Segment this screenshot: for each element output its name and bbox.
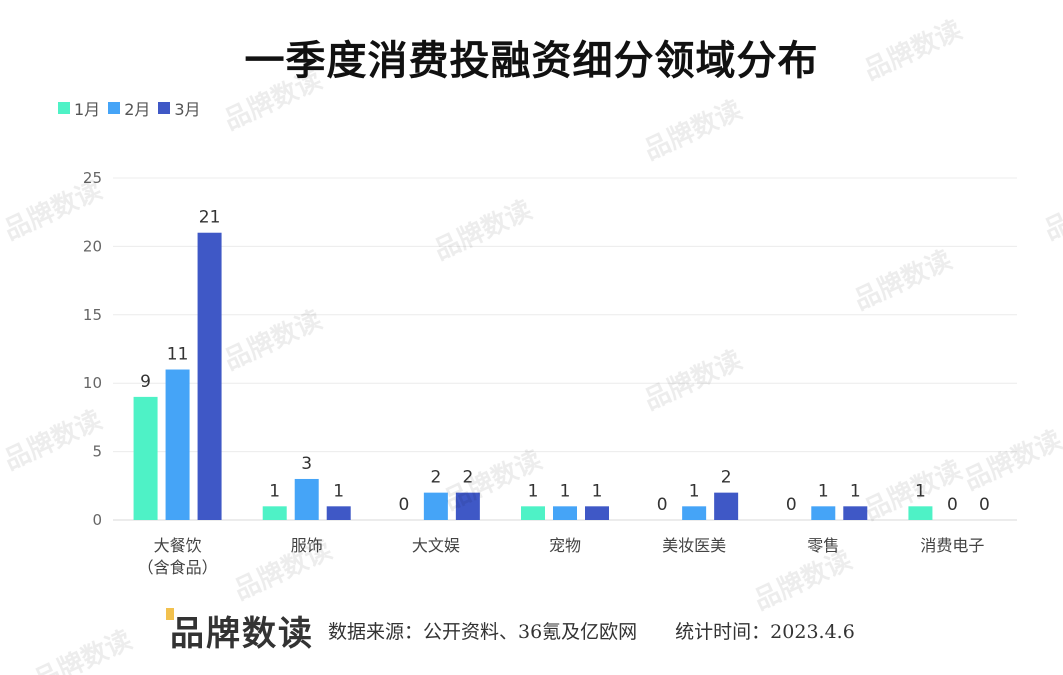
data-label: 3 bbox=[301, 454, 312, 474]
x-tick-label: 美妆医美 bbox=[662, 536, 726, 555]
bar bbox=[165, 369, 190, 520]
data-label: 1 bbox=[689, 481, 700, 501]
bar bbox=[455, 492, 480, 520]
brand-logo: 品牌数读 bbox=[166, 606, 318, 655]
x-tick-label: 服饰 bbox=[291, 536, 323, 555]
x-tick-label: 大文娱 bbox=[412, 536, 460, 555]
legend-label: 1月 bbox=[74, 100, 101, 119]
data-label: 1 bbox=[850, 481, 861, 501]
bar bbox=[714, 492, 739, 520]
source-note: 数据来源：公开资料、36氪及亿欧网 统计时间：2023.4.6 bbox=[328, 621, 855, 643]
legend-item-jan: 1月 bbox=[58, 96, 100, 120]
data-label: 0 bbox=[947, 495, 958, 515]
legend-swatch bbox=[58, 102, 70, 114]
y-tick-label: 20 bbox=[83, 237, 102, 255]
x-tick-label: 零售 bbox=[807, 536, 839, 555]
data-label: 2 bbox=[430, 468, 441, 488]
data-label: 1 bbox=[333, 481, 344, 501]
data-label: 1 bbox=[528, 481, 539, 501]
data-label: 0 bbox=[786, 495, 797, 515]
data-label: 2 bbox=[462, 468, 473, 488]
bar bbox=[294, 478, 319, 520]
bar bbox=[843, 506, 868, 520]
x-tick-label: 大餐饮 bbox=[154, 536, 202, 555]
data-label: 0 bbox=[979, 495, 990, 515]
bar bbox=[423, 492, 448, 520]
bar bbox=[585, 506, 609, 520]
y-tick-label: 0 bbox=[92, 511, 102, 529]
legend-label: 2月 bbox=[124, 100, 151, 119]
data-label: 1 bbox=[560, 481, 571, 501]
x-tick-label: 宠物 bbox=[549, 536, 581, 555]
data-label: 1 bbox=[592, 481, 603, 501]
y-tick-label: 10 bbox=[83, 374, 102, 392]
y-tick-label: 5 bbox=[92, 443, 102, 461]
bar bbox=[553, 506, 577, 520]
x-tick-label: （含食品） bbox=[138, 558, 218, 577]
bar bbox=[197, 232, 222, 520]
legend-swatch bbox=[158, 102, 171, 114]
legend: 1月 2月 3月 bbox=[58, 96, 201, 120]
bar bbox=[326, 506, 351, 520]
y-tick-label: 25 bbox=[83, 169, 102, 187]
bar bbox=[811, 506, 836, 520]
legend-swatch bbox=[108, 102, 121, 114]
data-label: 0 bbox=[398, 495, 409, 515]
bar bbox=[262, 506, 287, 520]
data-label: 1 bbox=[915, 481, 926, 501]
bar bbox=[682, 506, 707, 520]
data-label: 2 bbox=[721, 468, 732, 488]
y-tick-label: 15 bbox=[83, 306, 102, 324]
data-label: 21 bbox=[199, 208, 221, 228]
data-label: 1 bbox=[818, 481, 829, 501]
data-label: 0 bbox=[657, 495, 668, 515]
legend-item-feb: 2月 bbox=[108, 96, 150, 120]
legend-label: 3月 bbox=[174, 100, 201, 119]
bar bbox=[908, 506, 933, 520]
x-tick-label: 消费电子 bbox=[920, 536, 984, 555]
legend-item-mar: 3月 bbox=[158, 96, 201, 120]
bar bbox=[521, 506, 545, 520]
footer: 品牌数读 数据来源：公开资料、36氪及亿欧网 统计时间：2023.4.6 bbox=[166, 606, 855, 655]
data-label: 11 bbox=[167, 345, 189, 365]
data-label: 1 bbox=[269, 481, 280, 501]
data-label: 9 bbox=[140, 372, 151, 392]
bar bbox=[133, 396, 158, 520]
chart-title: 一季度消费投融资细分领域分布 bbox=[244, 38, 819, 84]
